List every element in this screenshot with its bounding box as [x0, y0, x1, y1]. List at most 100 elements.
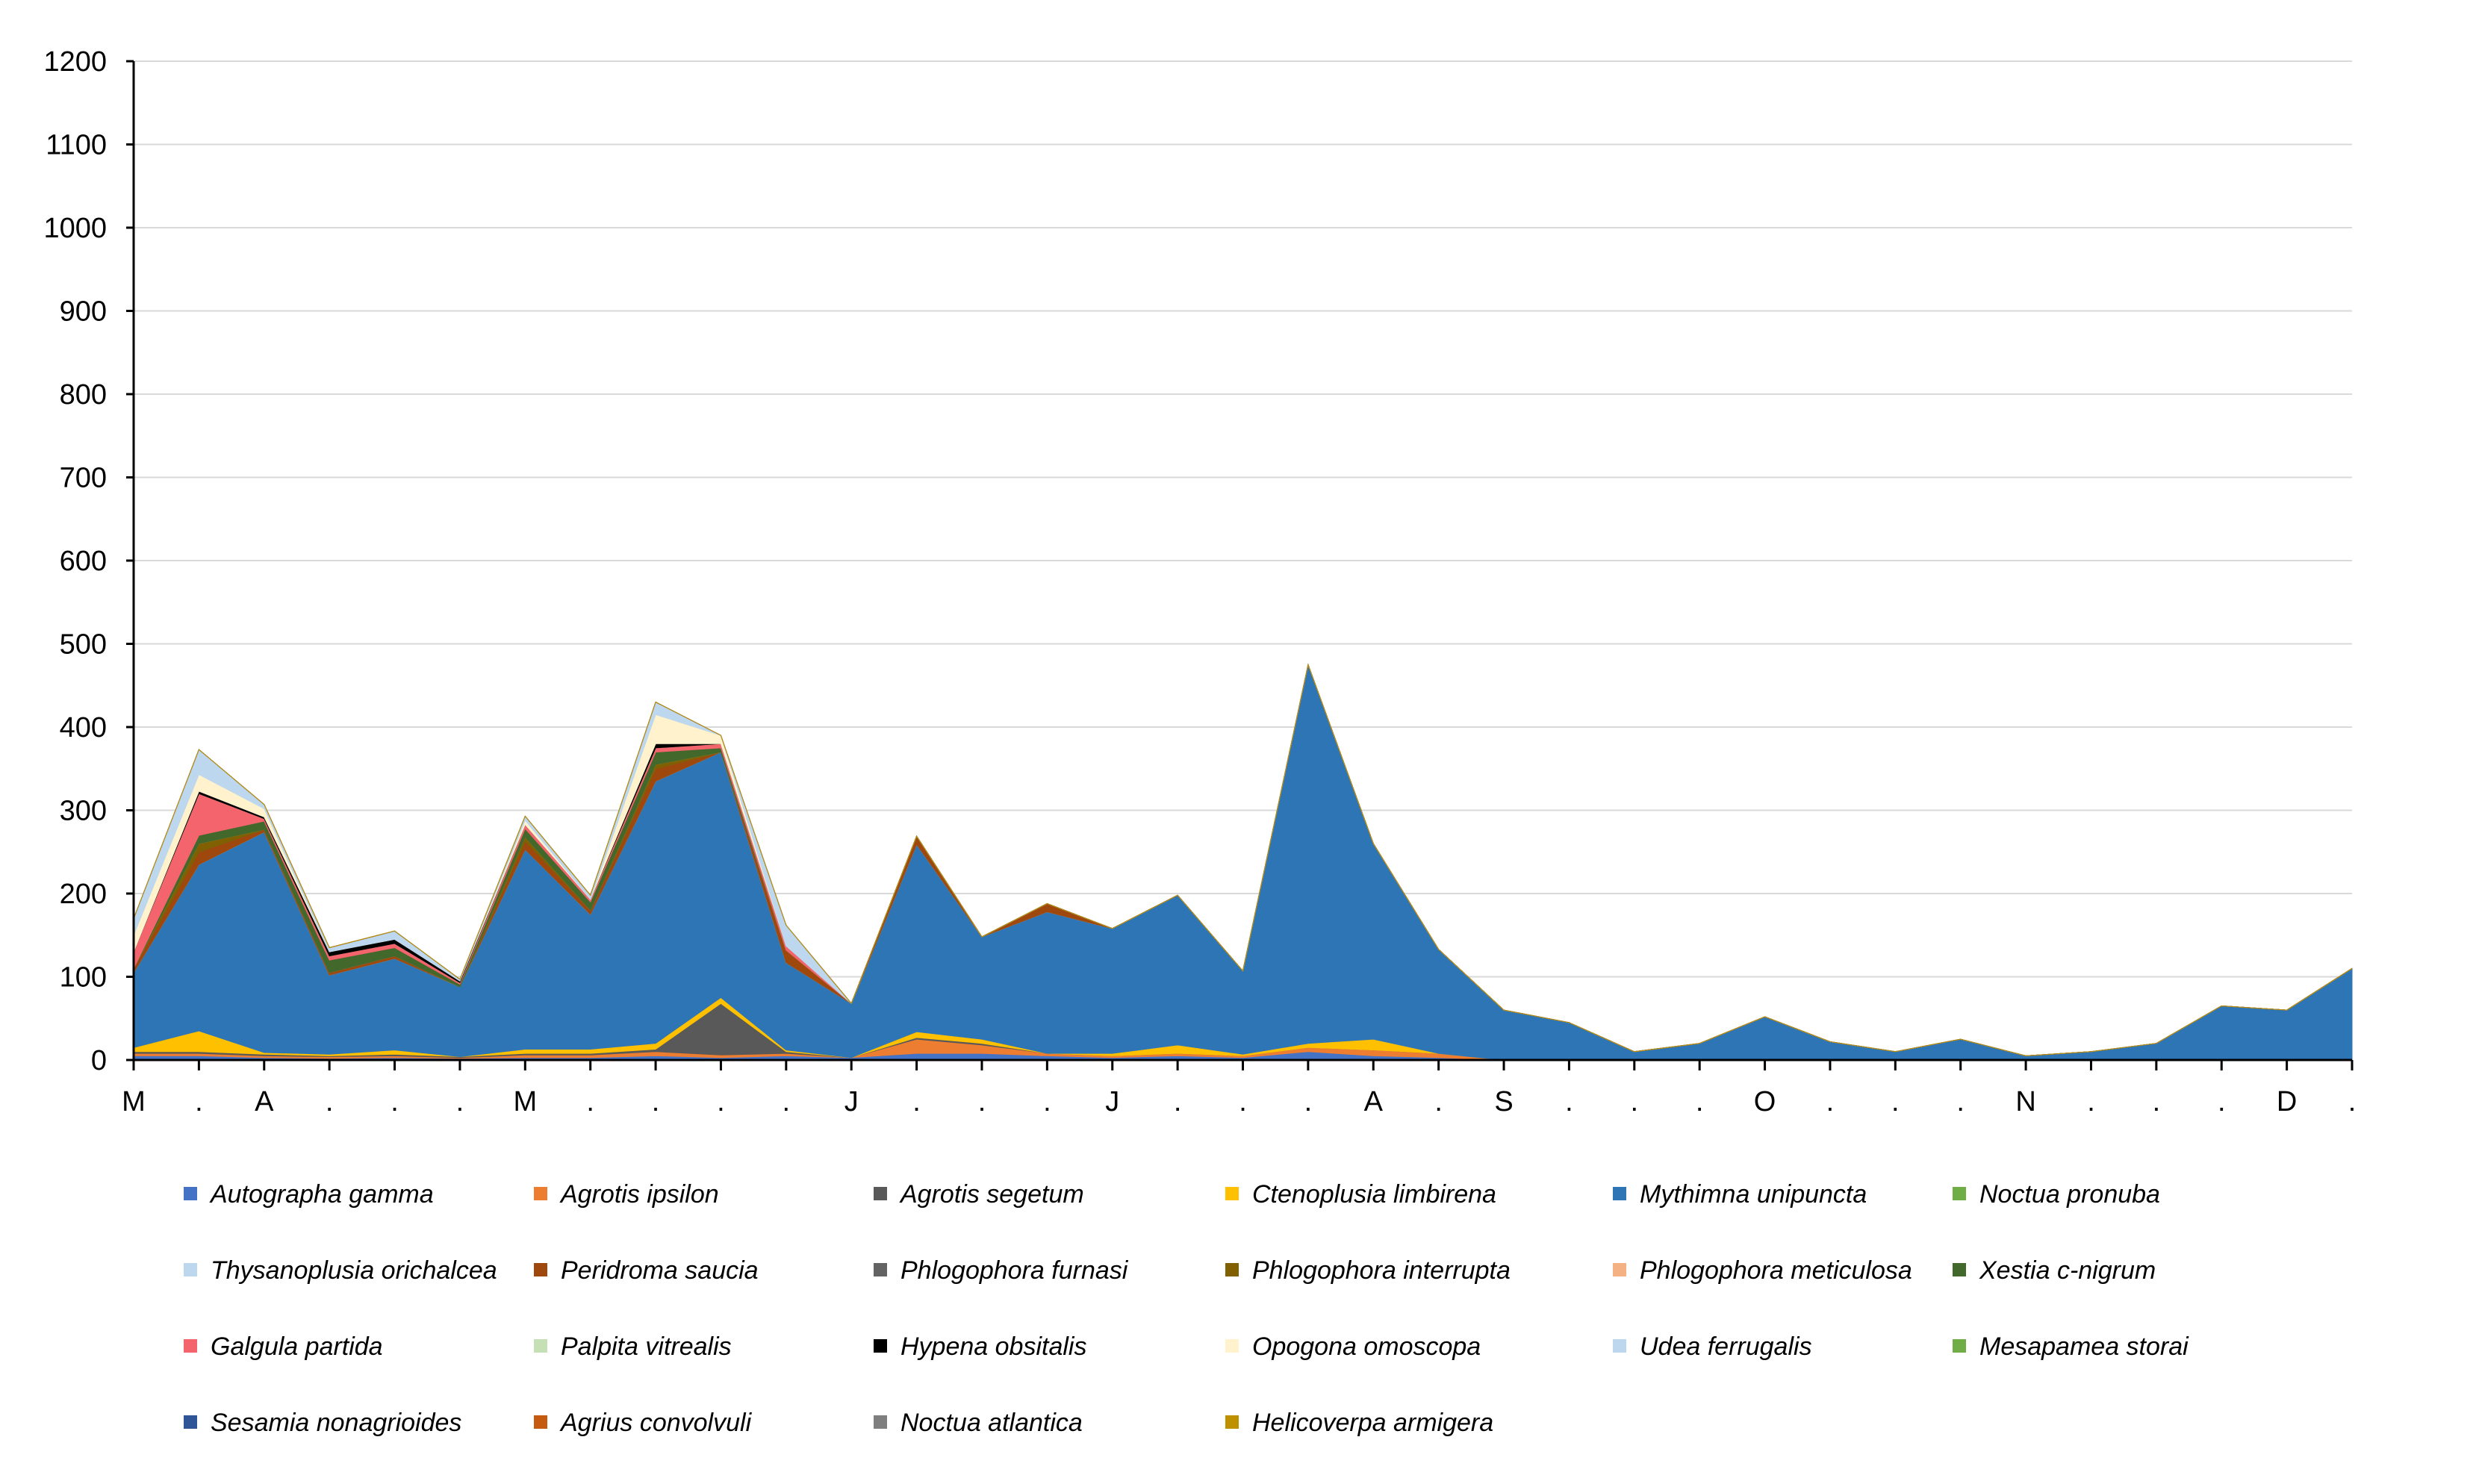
y-tick-label: 300: [60, 796, 107, 827]
x-tick-label: D: [2277, 1086, 2297, 1117]
x-tick-label: .: [912, 1086, 921, 1117]
legend-label-mesapamea-storai: Mesapamea storai: [1979, 1332, 2189, 1361]
y-tick-label: 100: [60, 962, 107, 994]
x-tick-label: .: [456, 1086, 464, 1117]
legend-swatch-palpita-vitrealis: [534, 1339, 547, 1353]
legend-swatch-mythimna-unipuncta: [1613, 1187, 1626, 1200]
legend-label-sesamia-nonagrioides: Sesamia nonagrioides: [211, 1409, 461, 1437]
legend-swatch-noctua-atlantica: [874, 1415, 887, 1429]
x-tick-label: .: [1304, 1086, 1313, 1117]
x-tick-label: .: [391, 1086, 399, 1117]
y-tick-label: 900: [60, 296, 107, 328]
x-tick-label: .: [2348, 1086, 2357, 1117]
x-tick-label: .: [717, 1086, 725, 1117]
y-tick-label: 600: [60, 546, 107, 577]
legend-swatch-noctua-pronuba: [1953, 1187, 1966, 1200]
legend-label-noctua-atlantica: Noctua atlantica: [900, 1409, 1083, 1437]
legend-swatch-phlogophora-meticulosa: [1613, 1263, 1626, 1276]
legend-swatch-opogona-omoscopa: [1225, 1339, 1239, 1353]
legend-swatch-agrotis-ipsilon: [534, 1187, 547, 1200]
axes: 0 100 200 300 400 500 600 700 800 900 1000 1100 1200…: [43, 46, 2356, 1117]
legend-label-opogona-omoscopa: Opogona omoscopa: [1252, 1332, 1481, 1361]
x-tick-label: .: [1696, 1086, 1704, 1117]
legend-label-agrotis-ipsilon: Agrotis ipsilon: [559, 1180, 719, 1209]
x-tick-label: .: [1631, 1086, 1639, 1117]
x-tick-label: .: [1239, 1086, 1247, 1117]
legend-label-phlogophora-interrupta: Phlogophora interrupta: [1252, 1256, 1511, 1285]
x-tick-label: N: [2015, 1086, 2035, 1117]
area-helicoverpa-armigera: [133, 663, 2353, 1056]
y-tick-label: 1000: [43, 213, 107, 244]
x-tick-label: .: [978, 1086, 986, 1117]
x-tick-label: .: [2218, 1086, 2226, 1117]
area-mythimna-unipuncta: [133, 663, 2353, 1061]
legend-swatch-phlogophora-furnasi: [874, 1263, 887, 1276]
legend: Autographa gamma Agrotis ipsilon Agrotis s…: [184, 1180, 2189, 1437]
legend-label-galgula-partida: Galgula partida: [211, 1332, 383, 1361]
x-tick-label: .: [1826, 1086, 1835, 1117]
legend-swatch-xestia-c-nigrum: [1953, 1263, 1966, 1276]
legend-swatch-autographa-gamma: [184, 1187, 197, 1200]
x-tick-label: .: [1174, 1086, 1182, 1117]
gridlines: [134, 60, 2352, 978]
legend-swatch-thysanoplusia-orichalcea: [184, 1263, 197, 1276]
legend-label-xestia-c-nigrum: Xestia c-nigrum: [1979, 1256, 2156, 1285]
x-tick-label: .: [326, 1086, 334, 1117]
x-tick-label: A: [1364, 1086, 1384, 1117]
x-tick-label: .: [1434, 1086, 1443, 1117]
legend-swatch-udea-ferrugalis: [1613, 1339, 1626, 1353]
legend-label-phlogophora-furnasi: Phlogophora furnasi: [900, 1256, 1129, 1285]
y-tick-label: 500: [60, 629, 107, 661]
x-tick-label: J: [844, 1086, 859, 1117]
x-tick-label: .: [1956, 1086, 1965, 1117]
legend-swatch-ctenoplusia-limbirena: [1225, 1187, 1239, 1200]
x-tick-label: O: [1754, 1086, 1776, 1117]
y-tick-label: 400: [60, 712, 107, 743]
legend-label-autographa-gamma: Autographa gamma: [209, 1180, 434, 1209]
y-tick-label: 800: [60, 379, 107, 411]
legend-label-phlogophora-meticulosa: Phlogophora meticulosa: [1640, 1256, 1912, 1285]
legend-label-thysanoplusia-orichalcea: Thysanoplusia orichalcea: [211, 1256, 497, 1285]
legend-swatch-sesamia-nonagrioides: [184, 1415, 197, 1429]
y-tick-label: 700: [60, 463, 107, 494]
legend-label-mythimna-unipuncta: Mythimna unipuncta: [1640, 1180, 1867, 1209]
legend-swatch-mesapamea-storai: [1953, 1339, 1966, 1353]
x-tick-label: .: [1565, 1086, 1573, 1117]
x-tick-label: .: [195, 1086, 203, 1117]
x-tick-label: M: [513, 1086, 537, 1117]
x-tick-label: A: [255, 1086, 274, 1117]
x-tick-label: .: [652, 1086, 660, 1117]
x-tick-label: J: [1105, 1086, 1119, 1117]
legend-label-palpita-vitrealis: Palpita vitrealis: [561, 1332, 732, 1361]
legend-label-peridroma-saucia: Peridroma saucia: [561, 1256, 759, 1285]
legend-swatch-helicoverpa-armigera: [1225, 1415, 1239, 1429]
x-tick-label: S: [1494, 1086, 1513, 1117]
y-tick-label: 200: [60, 879, 107, 910]
legend-label-ctenoplusia-limbirena: Ctenoplusia limbirena: [1252, 1180, 1496, 1209]
legend-swatch-agrotis-segetum: [874, 1187, 887, 1200]
legend-swatch-galgula-partida: [184, 1339, 197, 1353]
x-tick-label: .: [1891, 1086, 1900, 1117]
legend-swatch-peridroma-saucia: [534, 1263, 547, 1276]
x-tick-label: .: [1043, 1086, 1051, 1117]
x-tick-label: .: [783, 1086, 791, 1117]
legend-label-noctua-pronuba: Noctua pronuba: [1979, 1180, 2160, 1209]
legend-label-hypena-obsitalis: Hypena obsitalis: [900, 1332, 1086, 1361]
legend-swatch-phlogophora-interrupta: [1225, 1263, 1239, 1276]
y-tick-label: 0: [91, 1045, 107, 1076]
legend-swatch-agrius-convolvuli: [534, 1415, 547, 1429]
x-tick-label: M: [122, 1086, 146, 1117]
legend-swatch-hypena-obsitalis: [874, 1339, 887, 1353]
legend-label-helicoverpa-armigera: Helicoverpa armigera: [1252, 1409, 1493, 1437]
legend-label-agrotis-segetum: Agrotis segetum: [899, 1180, 1084, 1209]
legend-label-agrius-convolvuli: Agrius convolvuli: [559, 1409, 753, 1437]
area-series: [133, 663, 2353, 1061]
y-tick-label: 1100: [46, 130, 107, 161]
x-tick-label: .: [2153, 1086, 2161, 1117]
x-tick-label: .: [586, 1086, 594, 1117]
x-tick-label: .: [2087, 1086, 2095, 1117]
legend-label-udea-ferrugalis: Udea ferrugalis: [1640, 1332, 1812, 1361]
y-tick-label: 1200: [43, 46, 107, 78]
